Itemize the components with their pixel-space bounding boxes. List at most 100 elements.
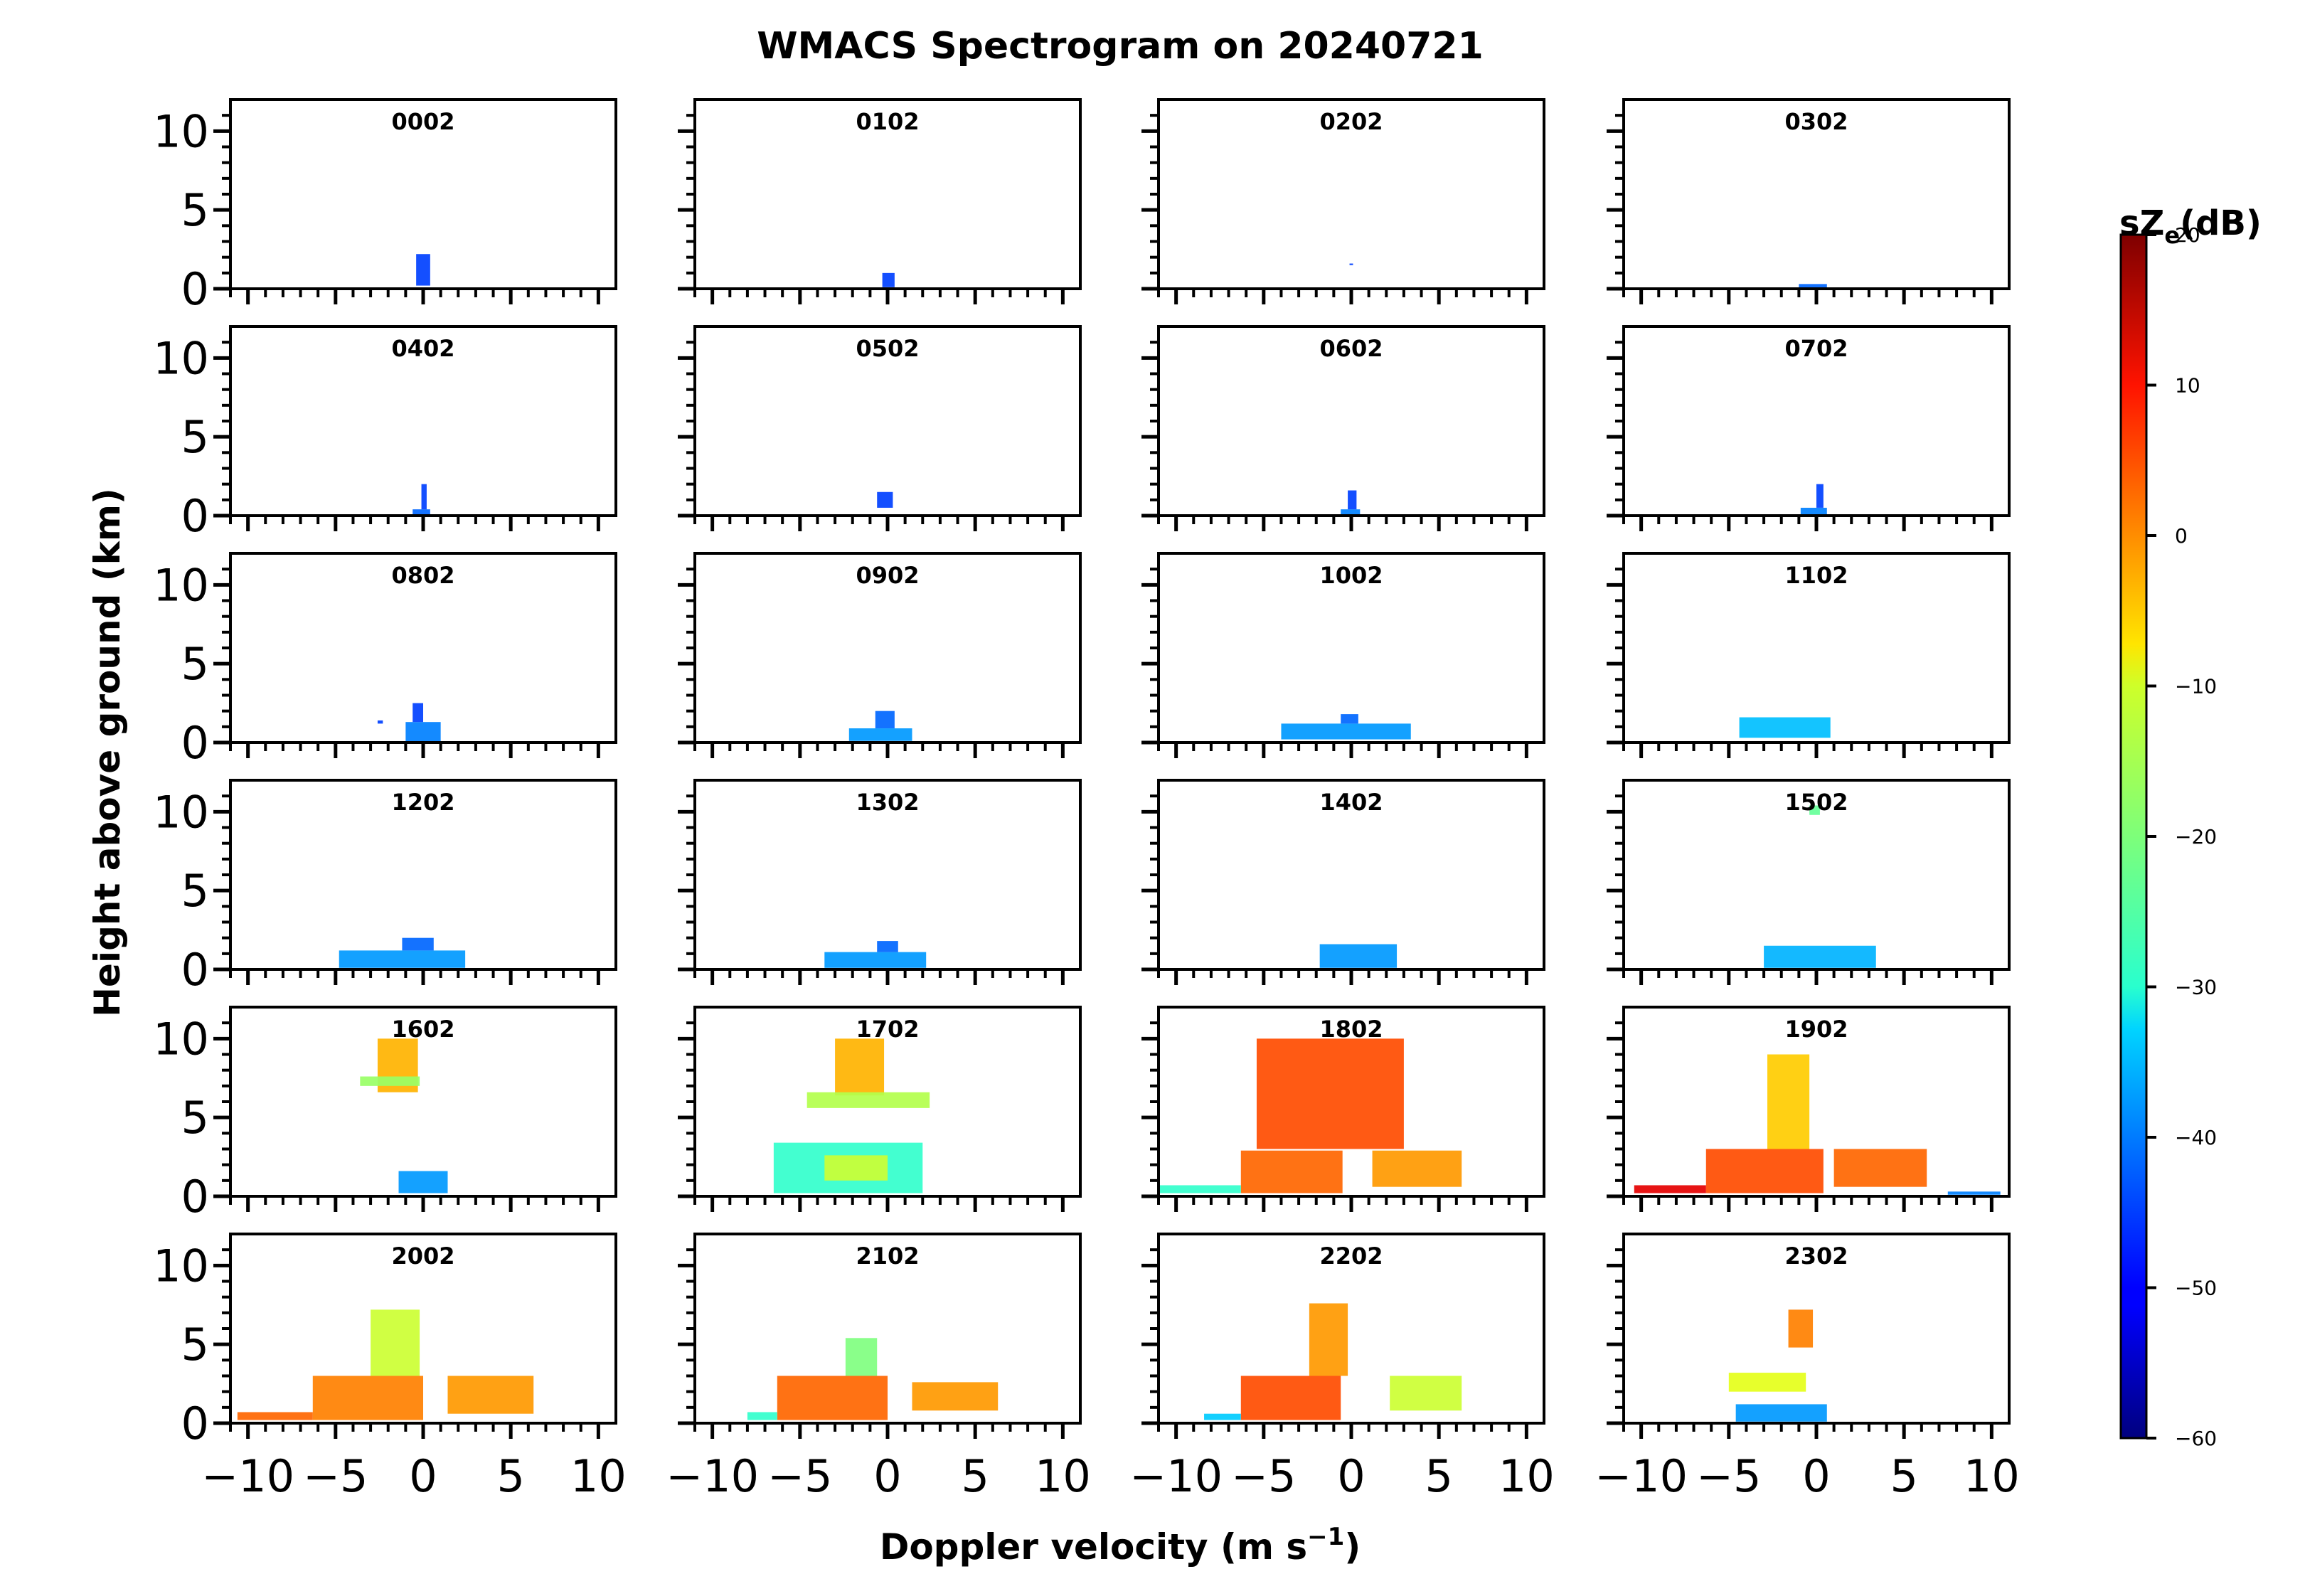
panel-0802: 0 5 10 0802 (153, 552, 617, 769)
echo-region (1341, 714, 1358, 724)
x-tick-label: 10 (570, 1450, 627, 1502)
echo-region (875, 711, 895, 729)
echo-region (1349, 263, 1353, 265)
panel-time-label: 1802 (1319, 1016, 1383, 1043)
echo-region (835, 1038, 885, 1096)
echo-region (845, 1338, 878, 1376)
panel-time-label: 1002 (1319, 562, 1383, 589)
echo-region (1634, 1185, 1706, 1193)
echo-region (1728, 1373, 1806, 1392)
colorbar-gradient (2119, 233, 2148, 1440)
colorbar: sZe(dB) 20 10 0 −10 −20 −30 −40 −50 −60 (2119, 203, 2262, 1450)
colorbar-tick-label: −50 (2175, 1277, 2217, 1300)
x-tick-label: 5 (1890, 1450, 1917, 1502)
panel-0602: 0602 (1141, 325, 1545, 531)
echo-region (1816, 484, 1824, 508)
x-tick-label: 10 (1035, 1450, 1091, 1502)
x-tick-label: 5 (961, 1450, 989, 1502)
echo-region (1735, 1404, 1827, 1422)
y-tick-label: 10 (153, 105, 209, 157)
panel-1902: 1902 (1607, 1006, 2011, 1212)
panel-0902: 0902 (678, 552, 1082, 758)
y-tick-label: 5 (181, 184, 209, 236)
echo-region (1319, 944, 1398, 968)
panel-time-label: 0402 (391, 335, 454, 362)
echo-region (405, 722, 441, 743)
panel-2002: −10 −5 0 5 10 0 5 10 2002 (153, 1233, 627, 1502)
y-tick-label: 0 (181, 717, 209, 769)
x-tick-label: 0 (409, 1450, 437, 1502)
colorbar-ticks: 20 10 0 −10 −20 −30 −40 −50 −60 (2146, 223, 2217, 1450)
panel-time-label: 0502 (856, 335, 919, 362)
x-tick-label: 10 (1964, 1450, 2020, 1502)
echo-region (377, 720, 383, 724)
panel-time-label: 1602 (391, 1016, 454, 1043)
panel-1602: 0 5 10 1602 (153, 1006, 617, 1223)
echo-region (1309, 1303, 1348, 1376)
panel-time-label: 1402 (1319, 789, 1383, 816)
echo-region (412, 703, 423, 723)
echo-region (1240, 1376, 1341, 1420)
echo-region (824, 1155, 888, 1181)
x-tick-label: 0 (1802, 1450, 1830, 1502)
x-tick-label: −10 (666, 1450, 759, 1502)
echo-region (1833, 1149, 1927, 1187)
echo-region (1788, 1309, 1814, 1348)
panel-time-label: 0902 (856, 562, 919, 589)
colorbar-tick-label: −10 (2175, 675, 2217, 698)
panel-1802: 1802 (1141, 1006, 1545, 1212)
y-tick-label: 5 (181, 1319, 209, 1371)
echo-region (1739, 717, 1831, 738)
x-tick-label: −10 (1129, 1450, 1223, 1502)
y-tick-label: 0 (181, 1398, 209, 1449)
x-tick-label: −5 (767, 1450, 832, 1502)
echo-region (402, 937, 434, 951)
x-tick-label: 10 (1498, 1450, 1555, 1502)
x-tick-label: −10 (201, 1450, 294, 1502)
panel-time-label: 0302 (1784, 108, 1848, 135)
echo-region (447, 1376, 534, 1414)
panel-1702: 1702 (678, 1006, 1082, 1212)
echo-region (1767, 1054, 1810, 1149)
echo-region (1372, 1150, 1462, 1187)
y-tick-label: 0 (181, 263, 209, 315)
panel-1002: 1002 (1141, 552, 1545, 758)
panel-time-label: 0602 (1319, 335, 1383, 362)
x-tick-label: 0 (1337, 1450, 1365, 1502)
echo-region (877, 941, 898, 952)
y-tick-label: 5 (181, 411, 209, 463)
panel-time-label: 0002 (391, 108, 454, 135)
panel-time-label: 1202 (391, 789, 454, 816)
echo-region (1240, 1150, 1343, 1193)
panel-time-label: 0202 (1319, 108, 1383, 135)
panel-time-label: 1102 (1784, 562, 1848, 589)
panel-1202: 0 5 10 1202 (153, 779, 617, 996)
panel-0302: 0302 (1607, 98, 2011, 304)
echo-region (1256, 1038, 1404, 1149)
x-tick-label: −5 (303, 1450, 368, 1502)
figure-title: WMACS Spectrogram on 20240721 (757, 25, 1484, 68)
panel-0002: 0 5 10 0002 (153, 98, 617, 315)
y-tick-label: 5 (181, 638, 209, 690)
echo-region (1809, 805, 1820, 815)
echo-region (912, 1382, 999, 1411)
panel-1102: 1102 (1607, 552, 2011, 758)
x-tick-label: −5 (1231, 1450, 1296, 1502)
echo-region (807, 1092, 930, 1108)
panel-time-label: 2202 (1319, 1243, 1383, 1270)
echo-region (1947, 1191, 2001, 1195)
panel-time-label: 1302 (856, 789, 919, 816)
echo-region (421, 484, 427, 510)
x-axis-label-superscript: −1 (1307, 1523, 1344, 1551)
echo-region (1341, 509, 1361, 516)
x-axis-label-close: ) (1344, 1526, 1361, 1568)
x-tick-label: 5 (1425, 1450, 1452, 1502)
echo-region (1281, 723, 1411, 740)
echo-region (824, 952, 927, 968)
echo-region (1764, 945, 1876, 968)
panel-time-label: 2102 (856, 1243, 919, 1270)
colorbar-tick-label: 20 (2175, 223, 2200, 247)
y-tick-label: 10 (153, 559, 209, 611)
echo-region (1705, 1149, 1824, 1193)
